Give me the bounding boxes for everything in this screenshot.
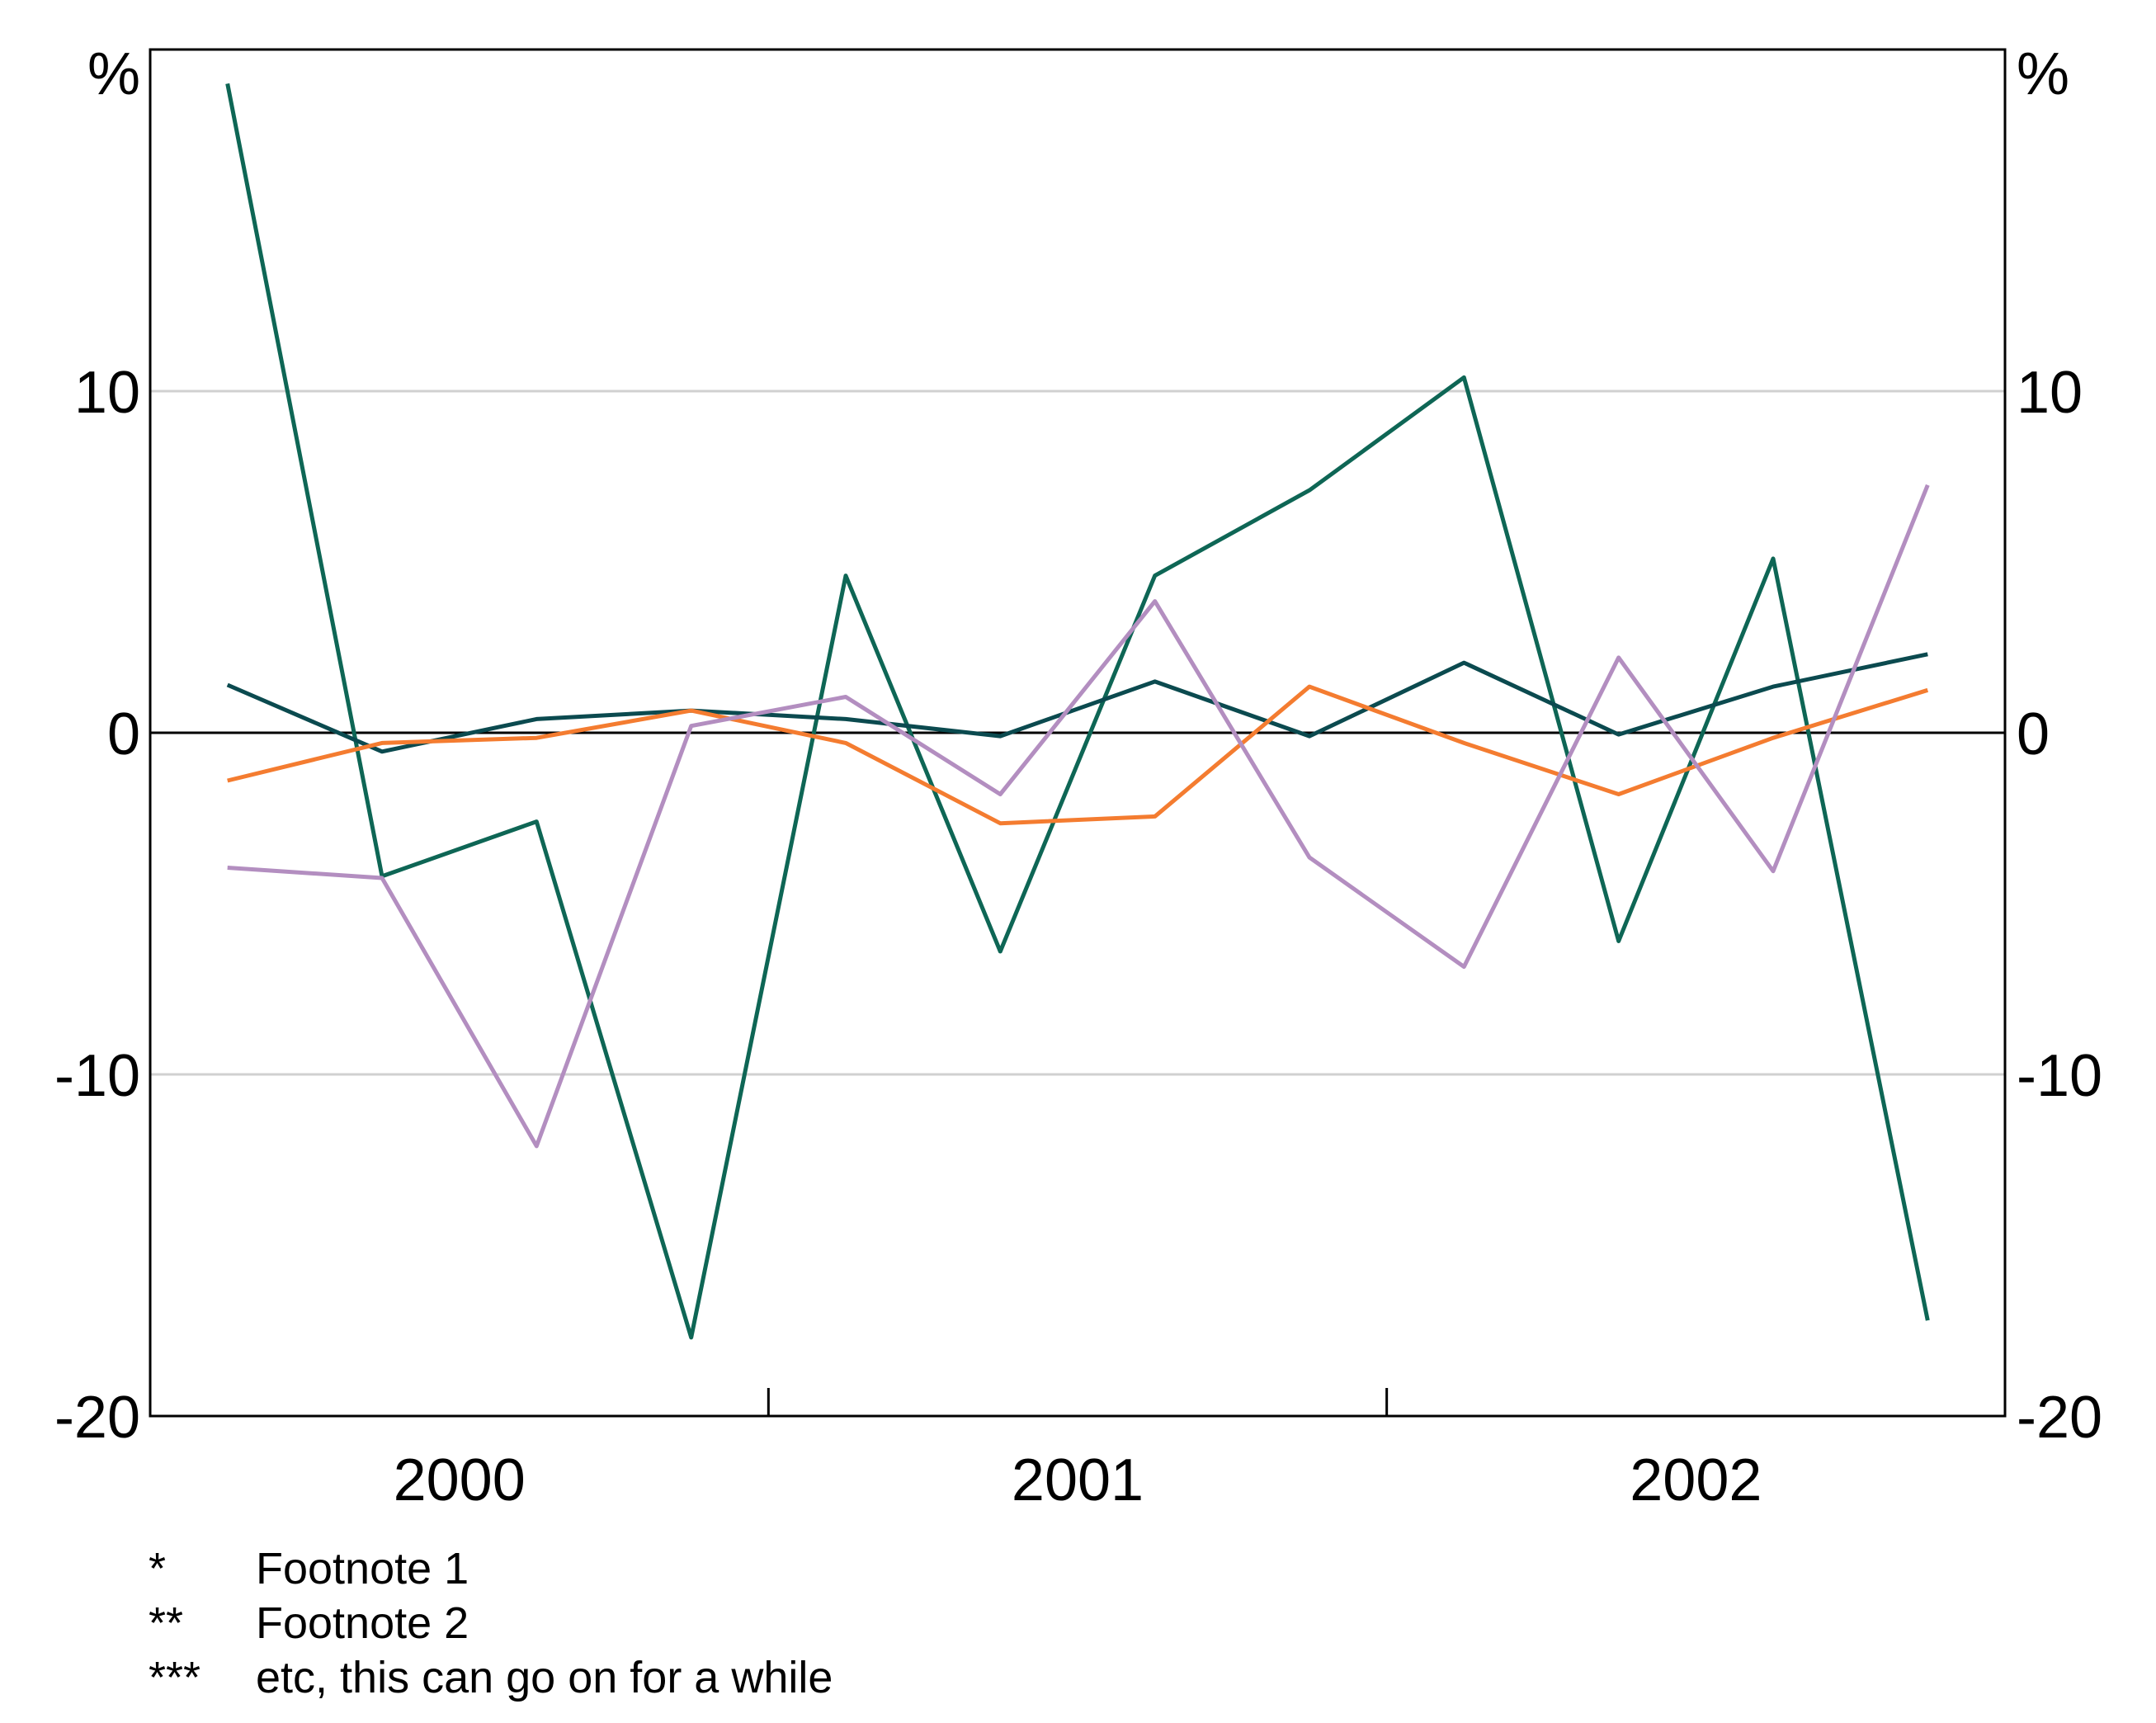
unit-label-left: % <box>87 41 140 107</box>
footnote-3: *** etc, this can go on for a while <box>149 1650 833 1705</box>
footnote-text: Footnote 2 <box>256 1598 469 1648</box>
x-tick-marks <box>767 1388 1389 1416</box>
x-category-label: 2001 <box>1012 1447 1144 1513</box>
series-line-1 <box>225 83 1930 1340</box>
footnote-2: ** Footnote 2 <box>149 1596 833 1650</box>
series-line-4 <box>227 484 1930 1149</box>
footnote-text: etc, this can go on for a while <box>256 1653 833 1702</box>
footnotes: * Footnote 1 ** Footnote 2 *** etc, this… <box>149 1541 833 1705</box>
footnote-marker: ** <box>149 1598 184 1648</box>
footnote-1: * Footnote 1 <box>149 1541 833 1596</box>
y-tick-label-right: -20 <box>2017 1385 2102 1451</box>
series-line-2 <box>226 652 1928 754</box>
y-tick-label-right: -10 <box>2017 1043 2102 1109</box>
y-tick-label-left: 10 <box>74 360 140 426</box>
y-tick-label-left: 0 <box>107 701 140 767</box>
x-category-label: 2000 <box>394 1447 526 1513</box>
y-tick-label-left: -20 <box>54 1385 140 1451</box>
y-tick-label-right: 10 <box>2017 360 2083 426</box>
y-tick-label-left: -10 <box>54 1043 140 1109</box>
footnote-marker: *** <box>149 1653 201 1702</box>
gridlines <box>150 389 2005 1076</box>
y-tick-label-right: 0 <box>2017 701 2050 767</box>
x-category-label: 2002 <box>1630 1447 1762 1513</box>
series-lines <box>225 83 1930 1340</box>
series-line-3 <box>227 684 1929 826</box>
footnote-marker: * <box>149 1544 167 1593</box>
unit-label-right: % <box>2017 41 2069 107</box>
footnote-text: Footnote 1 <box>256 1544 469 1593</box>
axis-labels: -20 -20 -10 -10 0 0 10 10% % 2000 2001 2002 <box>54 41 2102 1513</box>
plot-frame <box>149 48 2007 1418</box>
